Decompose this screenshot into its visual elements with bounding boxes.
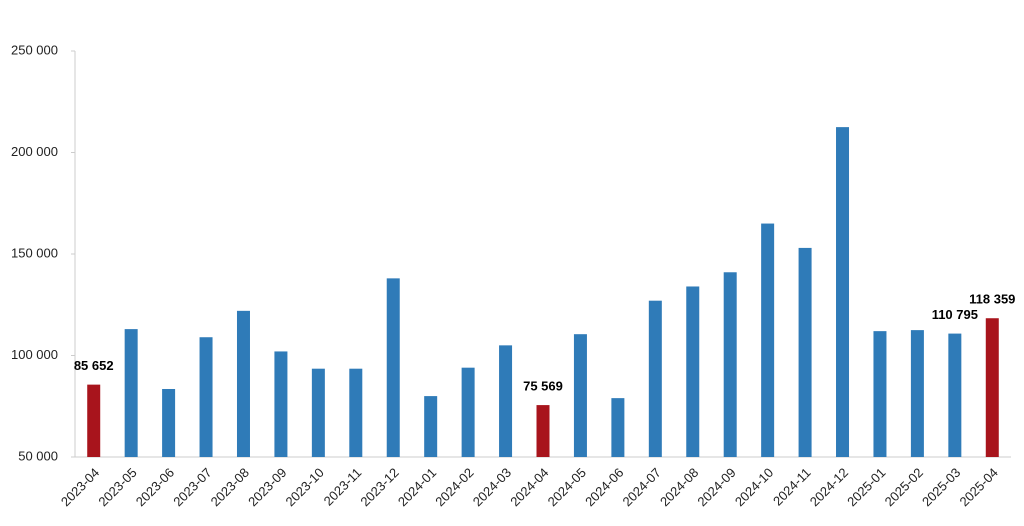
bar	[836, 127, 850, 457]
y-tick-label: 150 000	[11, 245, 58, 260]
x-tick-label: 2025-04	[956, 465, 1000, 509]
x-tick-label: 2025-01	[844, 465, 888, 509]
bar	[274, 351, 288, 457]
bar	[611, 398, 625, 457]
x-tick-label: 2023-10	[283, 465, 327, 509]
bar	[349, 368, 363, 457]
x-tick-label: 2023-11	[321, 465, 365, 509]
value-label: 118 359	[969, 292, 1015, 307]
bar	[499, 345, 513, 457]
bar	[87, 384, 101, 457]
bar	[199, 337, 213, 457]
x-tick-label: 2024-11	[770, 465, 814, 509]
value-label: 85 652	[74, 358, 114, 373]
bar	[424, 396, 438, 457]
x-tick-label: 2023-05	[95, 465, 139, 509]
x-tick-label: 2024-06	[582, 465, 626, 509]
value-label: 110 795	[932, 307, 978, 322]
x-tick-label: 2023-07	[170, 465, 214, 509]
y-tick-label: 200 000	[11, 144, 58, 159]
bar	[686, 286, 700, 457]
x-tick-label: 2024-02	[432, 465, 476, 509]
bar	[761, 223, 775, 457]
x-tick-label: 2024-05	[545, 465, 589, 509]
x-tick-label: 2024-08	[657, 465, 701, 509]
bar	[648, 300, 662, 457]
bar	[386, 278, 400, 457]
bar	[723, 272, 737, 457]
x-tick-label: 2024-01	[395, 465, 439, 509]
bar	[985, 318, 999, 457]
x-tick-label: 2023-12	[357, 465, 401, 509]
x-tick-label: 2024-03	[470, 465, 514, 509]
bar	[573, 334, 587, 457]
x-tick-label: 2025-03	[919, 465, 963, 509]
x-tick-label: 2024-09	[694, 465, 738, 509]
bar	[910, 330, 924, 457]
x-tick-label: 2024-10	[732, 465, 776, 509]
bar	[798, 247, 812, 457]
x-tick-label: 2024-07	[620, 465, 664, 509]
bar	[236, 310, 250, 457]
x-tick-label: 2023-08	[208, 465, 252, 509]
value-label: 75 569	[523, 379, 563, 394]
x-tick-label: 2024-04	[507, 465, 551, 509]
x-tick-label: 2023-04	[58, 465, 102, 509]
x-tick-label: 2023-09	[245, 465, 289, 509]
bar	[461, 367, 475, 457]
x-tick-label: 2025-02	[882, 465, 926, 509]
y-tick-label: 250 000	[11, 42, 58, 57]
x-tick-label: 2024-12	[807, 465, 851, 509]
bar	[311, 368, 325, 457]
bar	[873, 331, 887, 457]
bar	[162, 388, 176, 457]
bar	[536, 405, 550, 457]
x-tick-label: 2023-06	[133, 465, 177, 509]
y-tick-label: 100 000	[11, 347, 58, 362]
bar	[948, 333, 962, 457]
bar	[124, 329, 138, 457]
y-tick-label: 50 000	[18, 448, 58, 463]
